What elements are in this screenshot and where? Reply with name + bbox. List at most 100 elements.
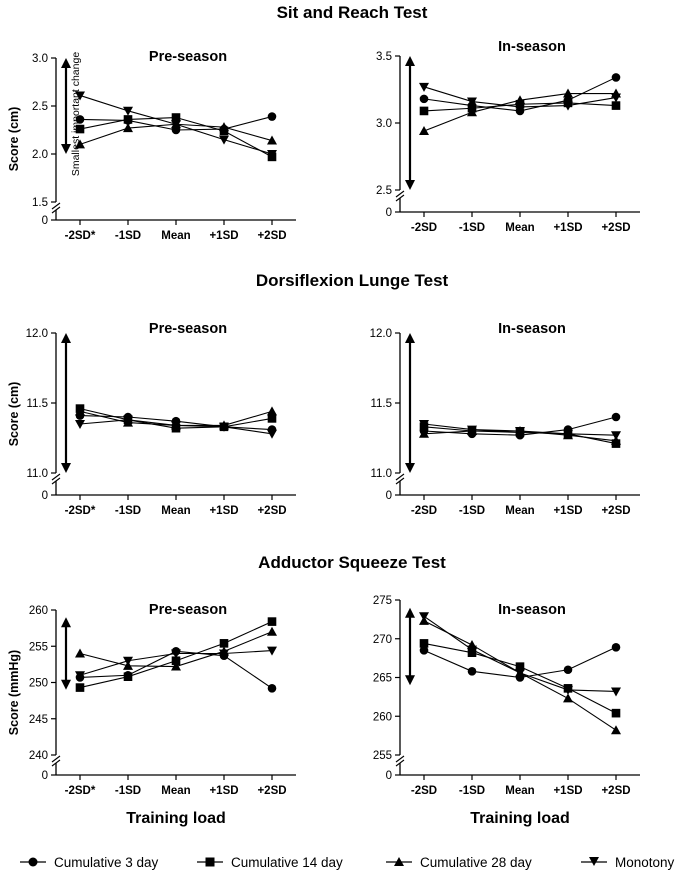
- data-point: [171, 421, 181, 431]
- data-point: [75, 139, 85, 149]
- data-point: [75, 406, 85, 416]
- data-point: [611, 73, 621, 82]
- x-tick-label: +1SD: [553, 785, 582, 797]
- x-tick-label: +1SD: [209, 785, 238, 797]
- x-tick-label: -2SD*: [65, 505, 96, 517]
- smallest-change-arrow-head-up: [405, 333, 415, 343]
- x-tick-label: Mean: [161, 505, 190, 517]
- data-point: [467, 97, 477, 107]
- y-tick-label: 260: [373, 711, 392, 723]
- data-point: [467, 667, 477, 676]
- data-point: [219, 649, 229, 659]
- data-point: [563, 693, 573, 703]
- data-point: [219, 122, 229, 132]
- legend-label-28day: Cumulative 28 day: [420, 855, 532, 870]
- data-point: [123, 106, 133, 116]
- group-title-adductor: Adductor Squeeze Test: [258, 553, 446, 572]
- chart-panels: 0 1.5 2.0 2.5 3.0 -2SD* -1SD Mean +1SD +2SD Pre-se…: [7, 39, 640, 827]
- legend-label-monotony: Monotony: [615, 855, 675, 870]
- y-tick-label: 2.0: [32, 149, 48, 161]
- axis-break-mark: [51, 473, 61, 481]
- data-point: [75, 671, 85, 681]
- y-tick-label: 11.0: [26, 468, 48, 480]
- data-point: [123, 123, 133, 133]
- data-point: [515, 662, 525, 671]
- series-1: [75, 617, 277, 692]
- panel-title: In-season: [498, 602, 566, 618]
- smallest-change-arrow-head-down: [61, 679, 71, 690]
- x-tick-label: -1SD: [459, 785, 485, 797]
- y-tick-label: 255: [29, 641, 48, 653]
- data-point: [267, 626, 277, 636]
- data-point: [419, 428, 429, 438]
- y-tick-label: 3.0: [376, 118, 392, 130]
- group-title-dorsiflexion: Dorsiflexion Lunge Test: [256, 271, 449, 290]
- y-tick-label-zero: 0: [386, 490, 392, 502]
- data-point: [563, 685, 573, 695]
- x-tick-label: -1SD: [115, 785, 141, 797]
- x-tick-label: Mean: [505, 785, 534, 797]
- smallest-change-arrow-head-down: [405, 180, 415, 190]
- legend-marker-square: [205, 857, 215, 867]
- y-tick-label-zero: 0: [42, 490, 48, 502]
- panel-0: 0 1.5 2.0 2.5 3.0 -2SD* -1SD Mean +1SD +2SD Pre-se…: [7, 49, 296, 242]
- smallest-change-arrow-head-up: [405, 56, 415, 66]
- y-tick-label: 3.5: [376, 51, 392, 63]
- data-point: [75, 91, 85, 101]
- data-point: [419, 126, 429, 136]
- axis-break-mark: [51, 759, 61, 767]
- data-point: [515, 95, 525, 105]
- series-3: [75, 415, 277, 439]
- data-point: [563, 101, 573, 111]
- data-point: [267, 112, 277, 121]
- data-point: [75, 683, 85, 692]
- data-point: [75, 648, 85, 658]
- data-point: [611, 101, 621, 110]
- x-tick-label: +1SD: [553, 505, 582, 517]
- data-point: [419, 82, 429, 92]
- axis-break-mark: [51, 202, 61, 210]
- panel-title: Pre-season: [149, 602, 227, 618]
- x-tick-label: Mean: [161, 230, 190, 242]
- smallest-change-arrow-head-down: [61, 463, 71, 473]
- data-point: [419, 106, 429, 116]
- data-point: [419, 639, 429, 648]
- x-tick-label: +2SD: [257, 230, 286, 242]
- series-3: [75, 91, 277, 159]
- data-point: [171, 656, 181, 666]
- data-point: [123, 656, 133, 666]
- y-tick-label: 275: [373, 595, 392, 607]
- data-point: [75, 124, 85, 134]
- y-axis-label: Score (mmHg): [7, 650, 21, 735]
- axis-break-mark: [395, 473, 405, 481]
- data-point: [219, 135, 229, 145]
- panel-title: Pre-season: [149, 321, 227, 337]
- data-point: [267, 646, 277, 656]
- x-tick-label: -2SD: [411, 505, 437, 517]
- y-tick-label: 270: [373, 634, 392, 646]
- x-tick-label: -1SD: [459, 505, 485, 517]
- series-2: [419, 426, 621, 445]
- x-axis-label: Training load: [126, 810, 226, 827]
- y-tick-label: 240: [29, 750, 48, 762]
- x-tick-label: -2SD*: [65, 230, 96, 242]
- data-point: [267, 150, 277, 159]
- y-tick-label-zero: 0: [386, 770, 392, 782]
- group-title-sit-reach: Sit and Reach Test: [277, 3, 428, 22]
- y-tick-label: 255: [373, 750, 392, 762]
- y-axis-label: Score (cm): [7, 107, 21, 172]
- legend-marker-circle: [28, 857, 38, 867]
- y-tick-label: 2.5: [32, 101, 48, 113]
- data-point: [75, 420, 85, 429]
- y-tick-label: 11.5: [26, 398, 48, 410]
- smallest-change-arrow-head-up: [61, 617, 71, 628]
- panel-title: In-season: [498, 39, 566, 55]
- y-axis-label: Score (cm): [7, 382, 21, 447]
- data-point: [171, 120, 181, 130]
- axis-break-mark: [51, 206, 61, 214]
- y-tick-label: 11.0: [370, 468, 392, 480]
- x-tick-label: Mean: [161, 785, 190, 797]
- y-tick-label: 11.5: [370, 398, 392, 410]
- x-tick-label: -2SD*: [65, 785, 96, 797]
- x-tick-label: -2SD: [411, 785, 437, 797]
